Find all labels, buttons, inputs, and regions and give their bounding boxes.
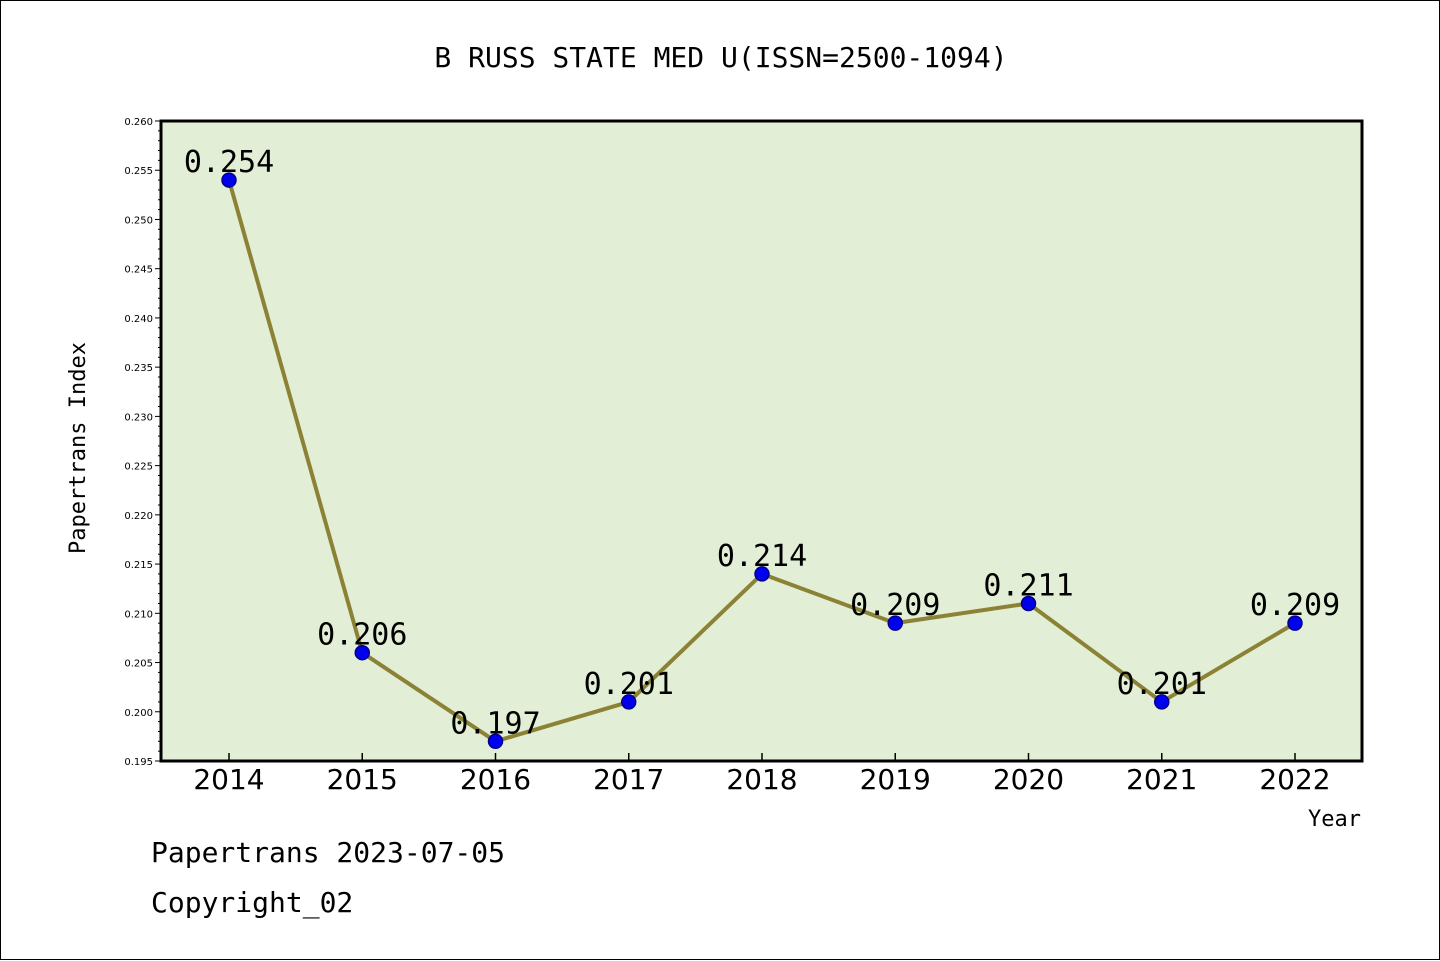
data-label: 0.197 [450,706,540,741]
data-point [621,694,637,710]
plot-area [159,119,1364,763]
footer-date: Papertrans 2023-07-05 [151,836,506,869]
chart-title: B RUSS STATE MED U(ISSN=2500-1094) [434,41,1007,74]
data-label: 0.214 [717,539,807,574]
data-point [887,615,903,631]
x-axis: 2014 2015 2016 2017 2018 2019 2020 2021 2022 [193,753,1331,796]
series-markers [221,172,1303,750]
y-tick-label: 0.230 [124,412,153,423]
x-tick-label: 2019 [860,763,931,796]
data-label: 0.211 [983,568,1073,603]
x-tick-label: 2017 [593,763,664,796]
x-tick-label: 2015 [327,763,398,796]
data-point [754,566,770,582]
data-point [1020,595,1037,612]
x-tick-label: 2016 [460,763,531,796]
y-tick-label: 0.260 [124,117,153,128]
y-axis-label: Papertrans Index [66,342,91,554]
data-label: 0.201 [584,667,674,702]
y-tick-label: 0.195 [124,757,153,768]
data-point [221,172,237,188]
data-point [1154,694,1170,710]
y-tick-label: 0.245 [124,265,153,276]
y-tick-label: 0.215 [124,560,153,571]
data-point [1287,615,1303,631]
data-labels: 0.254 0.206 0.197 0.201 0.214 0.209 0.211 0.201… [184,145,1340,741]
y-tick-label: 0.205 [124,659,153,670]
data-label: 0.209 [850,588,940,623]
data-label: 0.254 [184,145,274,180]
y-tick-label: 0.220 [124,511,153,522]
y-tick-label: 0.235 [124,363,153,374]
data-label: 0.209 [1250,588,1340,623]
x-tick-label: 2021 [1126,763,1197,796]
x-axis-label: Year [1308,807,1361,832]
data-label: 0.206 [317,618,407,653]
y-tick-label: 0.225 [124,462,153,473]
y-tick-label: 0.255 [124,166,153,177]
y-tick-label: 0.250 [124,215,153,226]
x-tick-label: 2022 [1259,763,1330,796]
data-point [354,644,370,661]
data-label: 0.201 [1117,667,1207,702]
x-tick-label: 2018 [726,763,797,796]
data-point [487,733,504,750]
y-tick-label: 0.240 [124,314,153,325]
y-tick-label: 0.210 [124,609,153,620]
footer-copyright: Copyright_02 [151,886,354,919]
x-tick-label: 2020 [993,763,1064,796]
y-axis: 0.195 0.200 0.205 0.210 0.215 0.220 0.225 0.230… [124,117,161,768]
x-tick-label: 2014 [193,763,264,796]
y-tick-label: 0.200 [124,708,153,719]
